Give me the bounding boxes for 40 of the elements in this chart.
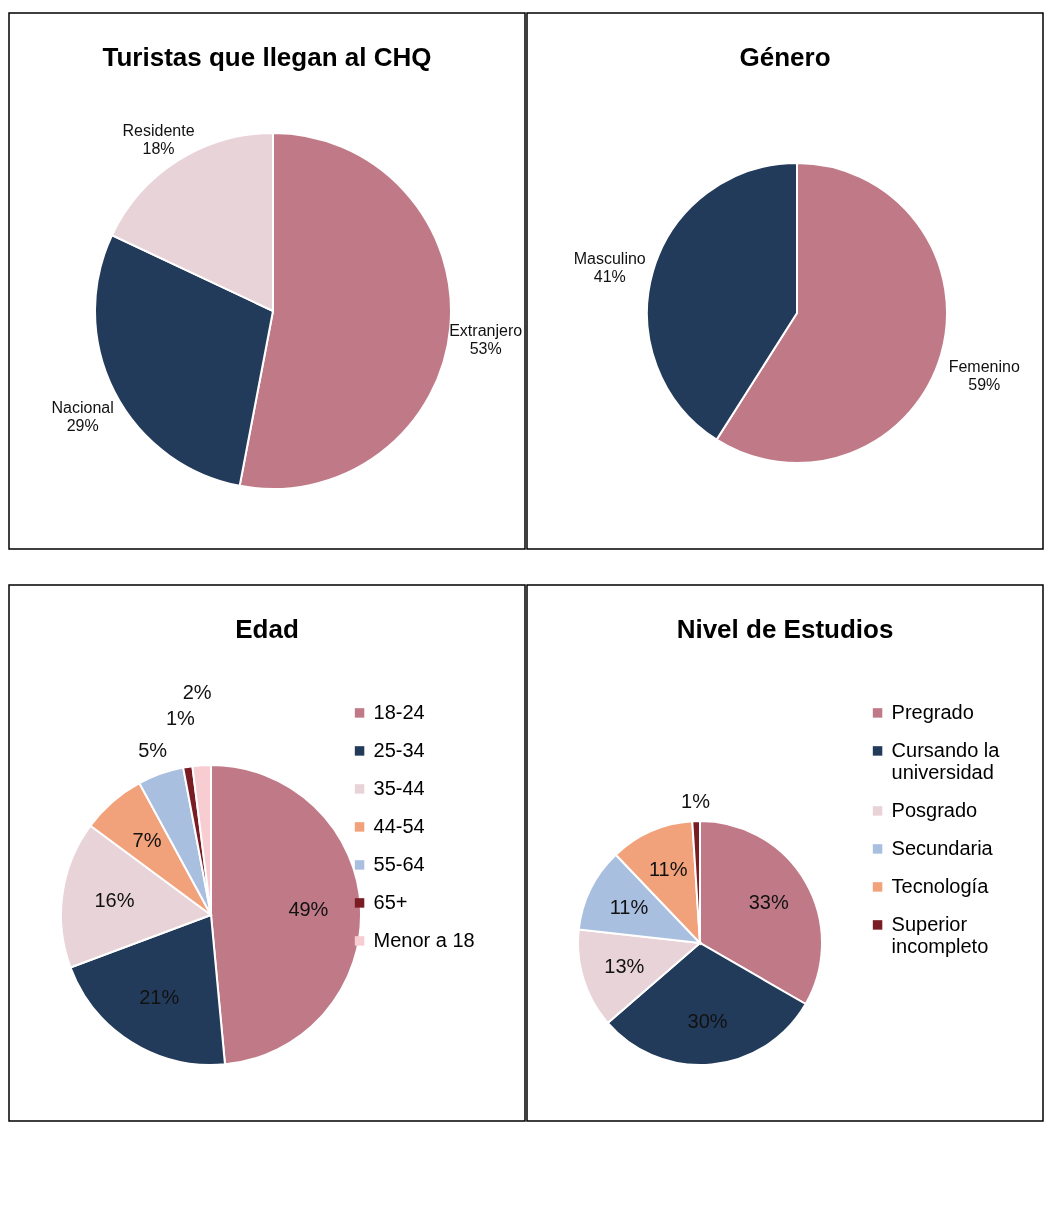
slice-label: Masculino [573, 249, 646, 267]
legend-label: Secundaria [891, 836, 994, 859]
legend-label: 65+ [373, 890, 408, 913]
legend-label: 25-34 [373, 738, 425, 761]
legend-label: Menor a 18 [373, 928, 475, 951]
data-label: 49% [288, 898, 329, 921]
data-label: 7% [132, 829, 162, 852]
data-label: 29% [66, 416, 99, 434]
data-label: 1% [165, 707, 195, 730]
chart-title: Género [739, 42, 831, 72]
data-label: 13% [604, 954, 645, 977]
legend-label: Superior incompleto [891, 912, 989, 957]
data-label: 11% [609, 895, 649, 918]
chart-title: Nivel de Estudios [676, 614, 894, 644]
legend-label: 35-44 [373, 776, 425, 799]
slice-label: Nacional [51, 398, 114, 416]
slice-label: Residente [122, 121, 195, 139]
chart-title: Edad [235, 614, 299, 644]
legend-label: Posgrado [891, 798, 978, 821]
data-label: 59% [968, 376, 1001, 394]
data-label: 1% [681, 789, 711, 812]
data-label: 41% [593, 267, 626, 285]
legend-label: 44-54 [373, 814, 425, 837]
chart-title: Turistas que llegan al CHQ [102, 42, 432, 72]
data-label: 16% [94, 889, 135, 912]
data-label: 5% [138, 739, 168, 762]
legend-label: Pregrado [891, 700, 974, 723]
data-label: 2% [182, 681, 212, 704]
data-label: 53% [469, 340, 502, 358]
legend-label: Cursando la universidad [891, 738, 1001, 783]
data-label: 33% [748, 891, 789, 914]
data-label: 21% [139, 985, 180, 1008]
legend-label: Tecnología [891, 874, 990, 897]
legend-label: 55-64 [373, 852, 425, 875]
data-label: 11% [648, 858, 688, 881]
slice-label: Femenino [948, 358, 1020, 376]
data-label: 18% [142, 139, 175, 157]
slice-label: Extranjero [449, 322, 523, 340]
data-label: 30% [687, 1009, 728, 1032]
legend-label: 18-24 [373, 700, 425, 723]
